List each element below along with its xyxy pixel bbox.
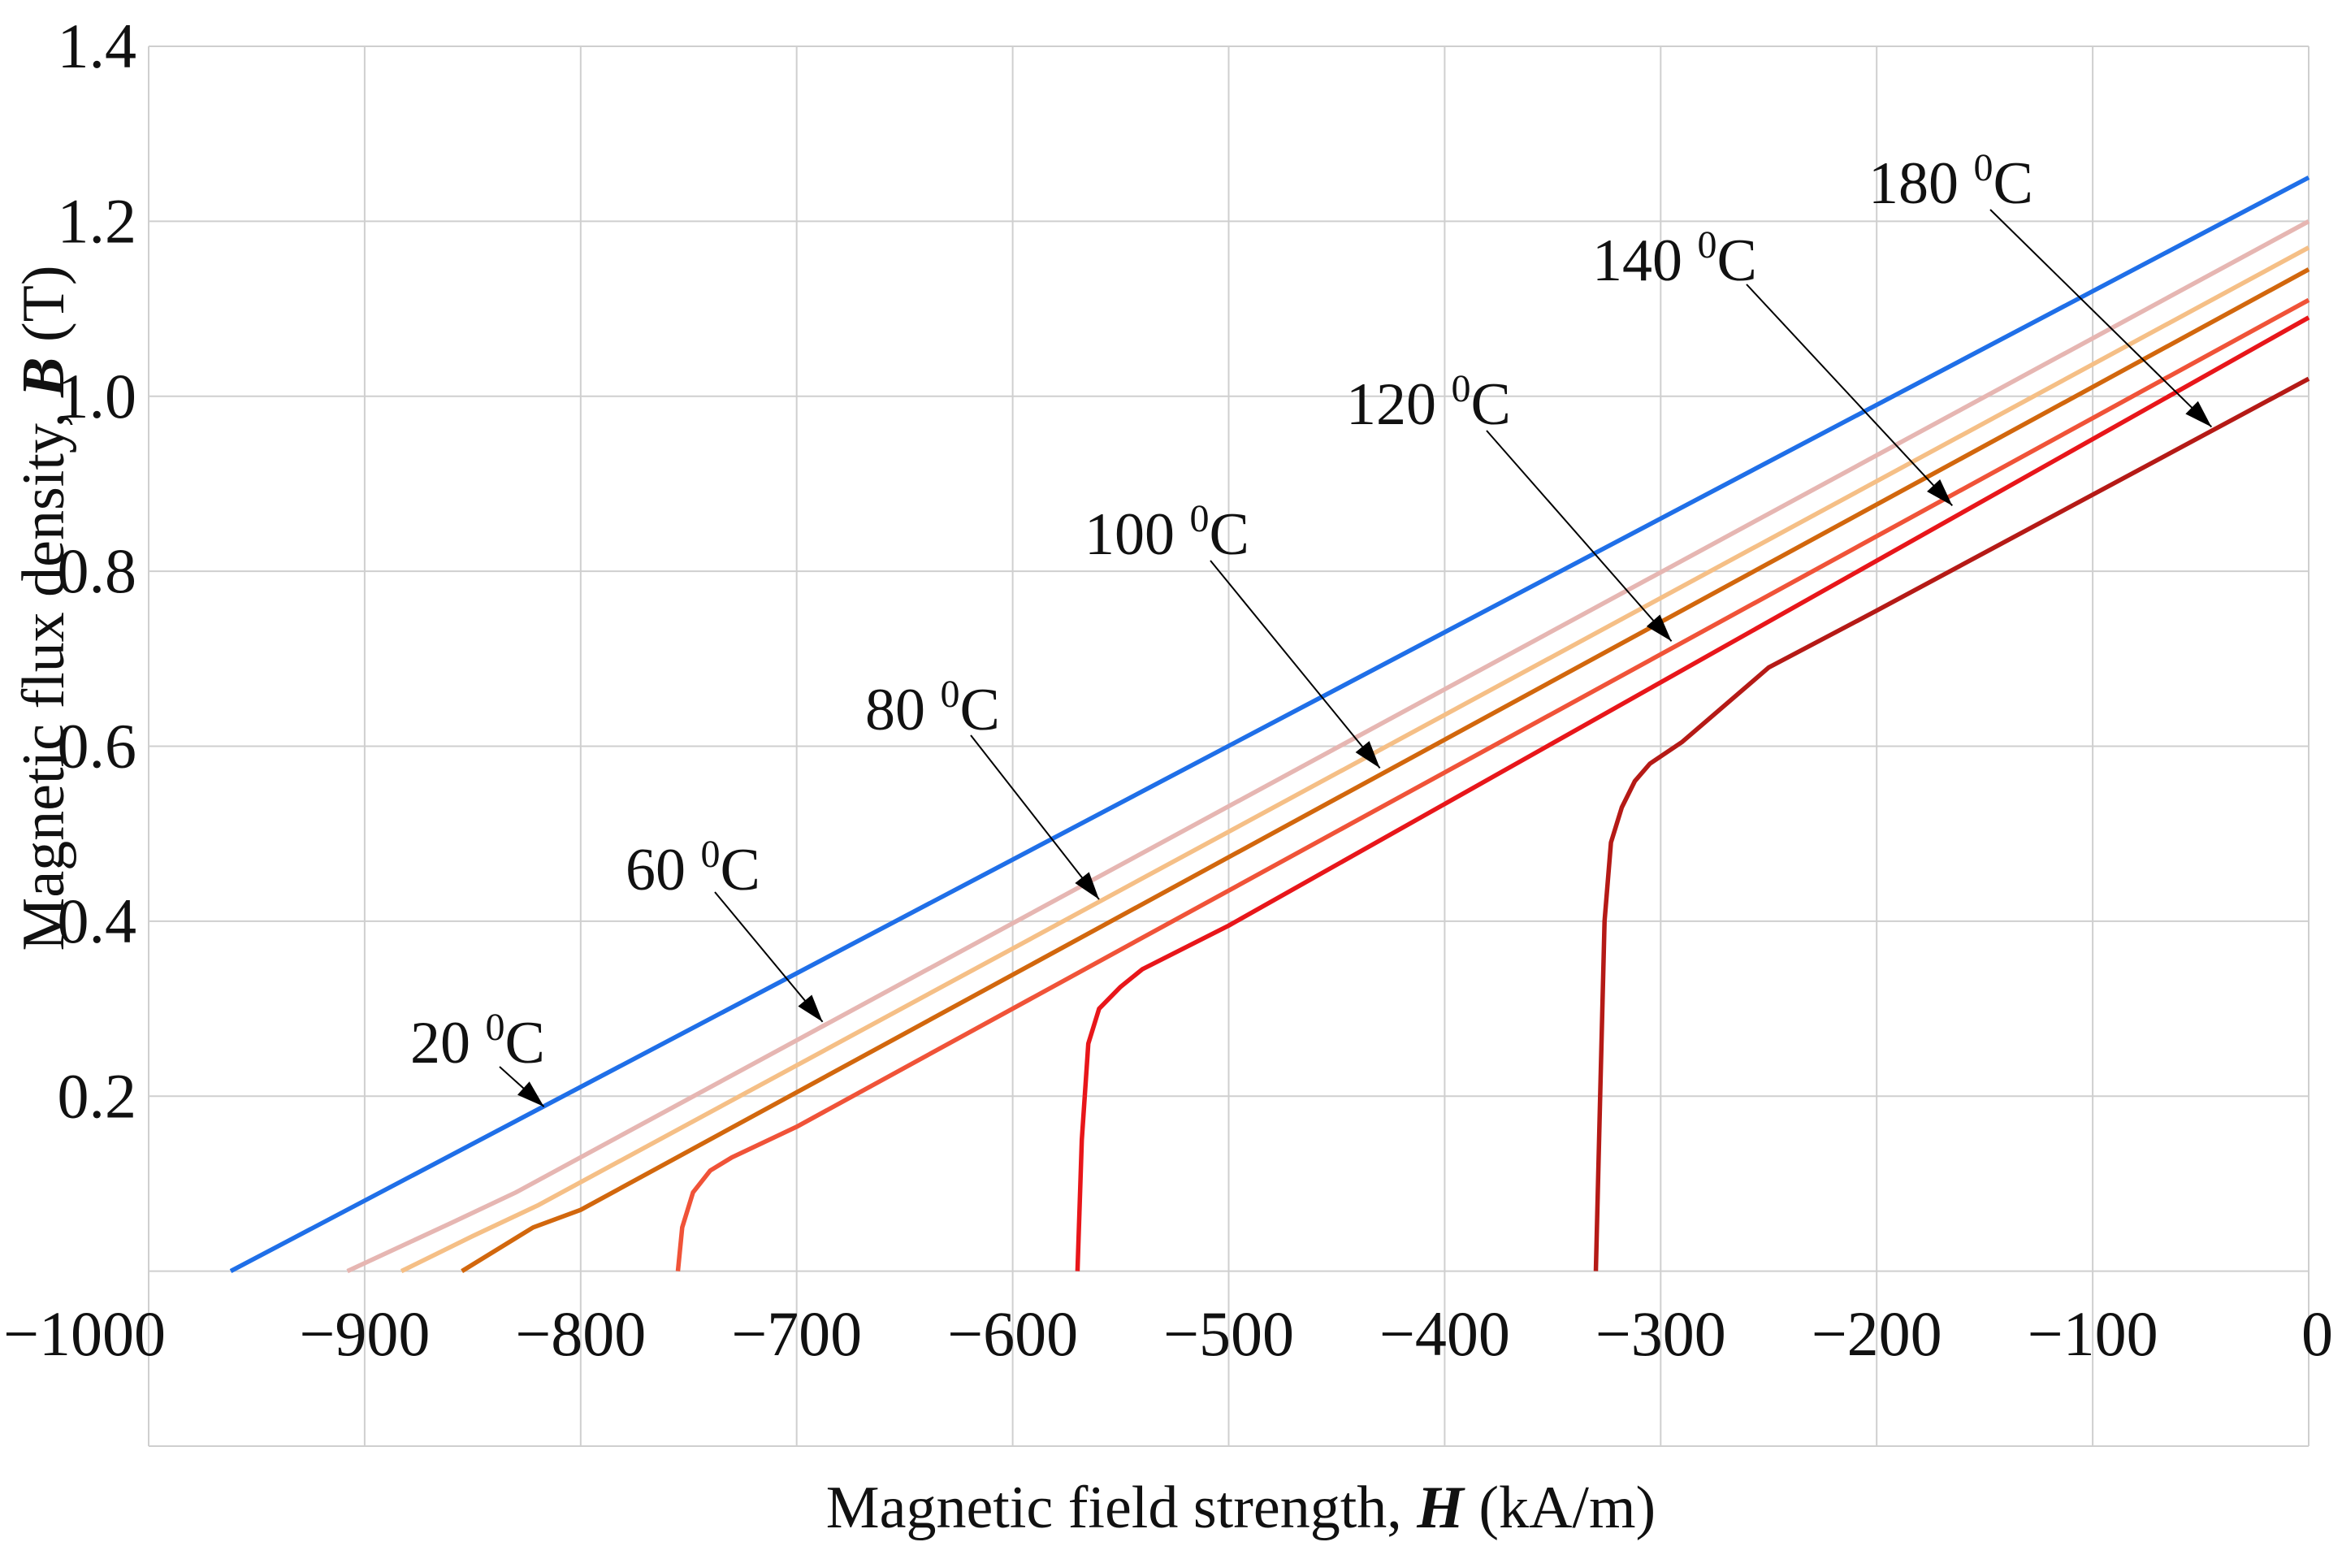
curve-label-number: 120 <box>1346 371 1452 438</box>
curve-label-number: 20 <box>410 1010 486 1076</box>
curve-label-unit: C <box>1471 371 1511 438</box>
annotation-arrowhead-3 <box>1355 741 1380 769</box>
y-tick-label: 1.2 <box>58 185 137 256</box>
x-tick-label: −800 <box>515 1298 646 1369</box>
curve-label-degree: 0 <box>1452 367 1471 410</box>
axes: −1000 −900 −800 −700 −600 −500 −400 −300 −200 −10… <box>3 11 2333 1369</box>
curve-label-unit: C <box>960 677 1000 743</box>
curve-label-1: 60 0C <box>626 833 760 903</box>
grid <box>148 45 2310 1447</box>
curve-label-number: 180 <box>1868 150 1974 217</box>
curve-label-degree: 0 <box>701 833 721 876</box>
y-tick-label: 1.4 <box>58 11 137 81</box>
annotation-arrow-4 <box>1486 430 1673 642</box>
x-tick-label: −900 <box>299 1298 430 1369</box>
series-line-3 <box>461 267 2310 1273</box>
x-tick-label: −100 <box>2028 1298 2158 1369</box>
annotation-arrowhead-4 <box>1646 614 1672 642</box>
series-lines <box>229 175 2310 1274</box>
curve-label-number: 60 <box>626 837 701 903</box>
y-tick-label: 1.0 <box>58 361 137 431</box>
series-line-6 <box>1593 376 2310 1271</box>
curve-label-2: 80 0C <box>865 673 1000 743</box>
annotation-arrow-1 <box>714 891 824 1023</box>
x-tick-label: −200 <box>1812 1298 1942 1369</box>
curve-label-unit: C <box>721 837 760 903</box>
curve-label-6: 180 0C <box>1868 146 2033 217</box>
x-tick-label: −1000 <box>3 1298 166 1369</box>
curve-label-unit: C <box>505 1010 545 1076</box>
x-tick-label: −700 <box>731 1298 862 1369</box>
curve-label-0: 20 0C <box>410 1006 545 1076</box>
y-tick-label: 0.4 <box>58 886 137 956</box>
y-tick-label: 0.6 <box>58 711 137 782</box>
x-tick-label: −600 <box>947 1298 1078 1369</box>
x-tick-label: −400 <box>1379 1298 1510 1369</box>
y-tick-label: 0.2 <box>58 1060 137 1131</box>
curve-label-unit: C <box>1717 227 1757 294</box>
series-line-2 <box>400 245 2310 1274</box>
series-line-1 <box>346 219 2310 1274</box>
annotation-arrowhead-5 <box>1927 479 1953 506</box>
y-tick-label: 0.8 <box>58 535 137 606</box>
curve-label-degree: 0 <box>941 673 960 716</box>
y-axis-title: Magnetic flux density, B (T) <box>11 266 77 951</box>
axis-labels: Magnetic field strength, H (kA/m) Magneti… <box>11 266 1656 1541</box>
curve-label-4: 120 0C <box>1346 367 1511 438</box>
annotation-arrow-3 <box>1210 560 1381 769</box>
curve-label-number: 140 <box>1592 227 1698 294</box>
curve-label-unit: C <box>1994 150 2033 217</box>
series-line-0 <box>229 175 2310 1274</box>
x-tick-label: −300 <box>1595 1298 1726 1369</box>
annotation-arrowhead-0 <box>517 1081 544 1107</box>
annotation-arrow-6 <box>1989 209 2213 428</box>
annotation-arrow-5 <box>1746 284 1953 507</box>
series-line-5 <box>1075 315 2310 1271</box>
curve-label-degree: 0 <box>1190 497 1210 540</box>
curve-label-number: 100 <box>1084 501 1190 568</box>
x-axis-title: Magnetic field strength, H (kA/m) <box>826 1475 1656 1541</box>
curve-label-degree: 0 <box>486 1006 505 1049</box>
curve-label-number: 80 <box>865 677 941 743</box>
curve-label-5: 140 0C <box>1592 223 1757 294</box>
curve-label-degree: 0 <box>1698 223 1717 266</box>
annotation-arrowhead-6 <box>2185 401 2212 427</box>
curve-label-degree: 0 <box>1974 146 1994 189</box>
annotation-arrowhead-1 <box>798 994 823 1022</box>
annotation-arrow-2 <box>970 734 1100 900</box>
x-tick-label: 0 <box>2301 1298 2333 1369</box>
annotation-arrowhead-2 <box>1075 872 1099 899</box>
curve-label-3: 100 0C <box>1084 497 1249 568</box>
x-tick-label: −500 <box>1163 1298 1294 1369</box>
series-line-4 <box>675 297 2310 1271</box>
curve-label-unit: C <box>1210 501 1249 568</box>
